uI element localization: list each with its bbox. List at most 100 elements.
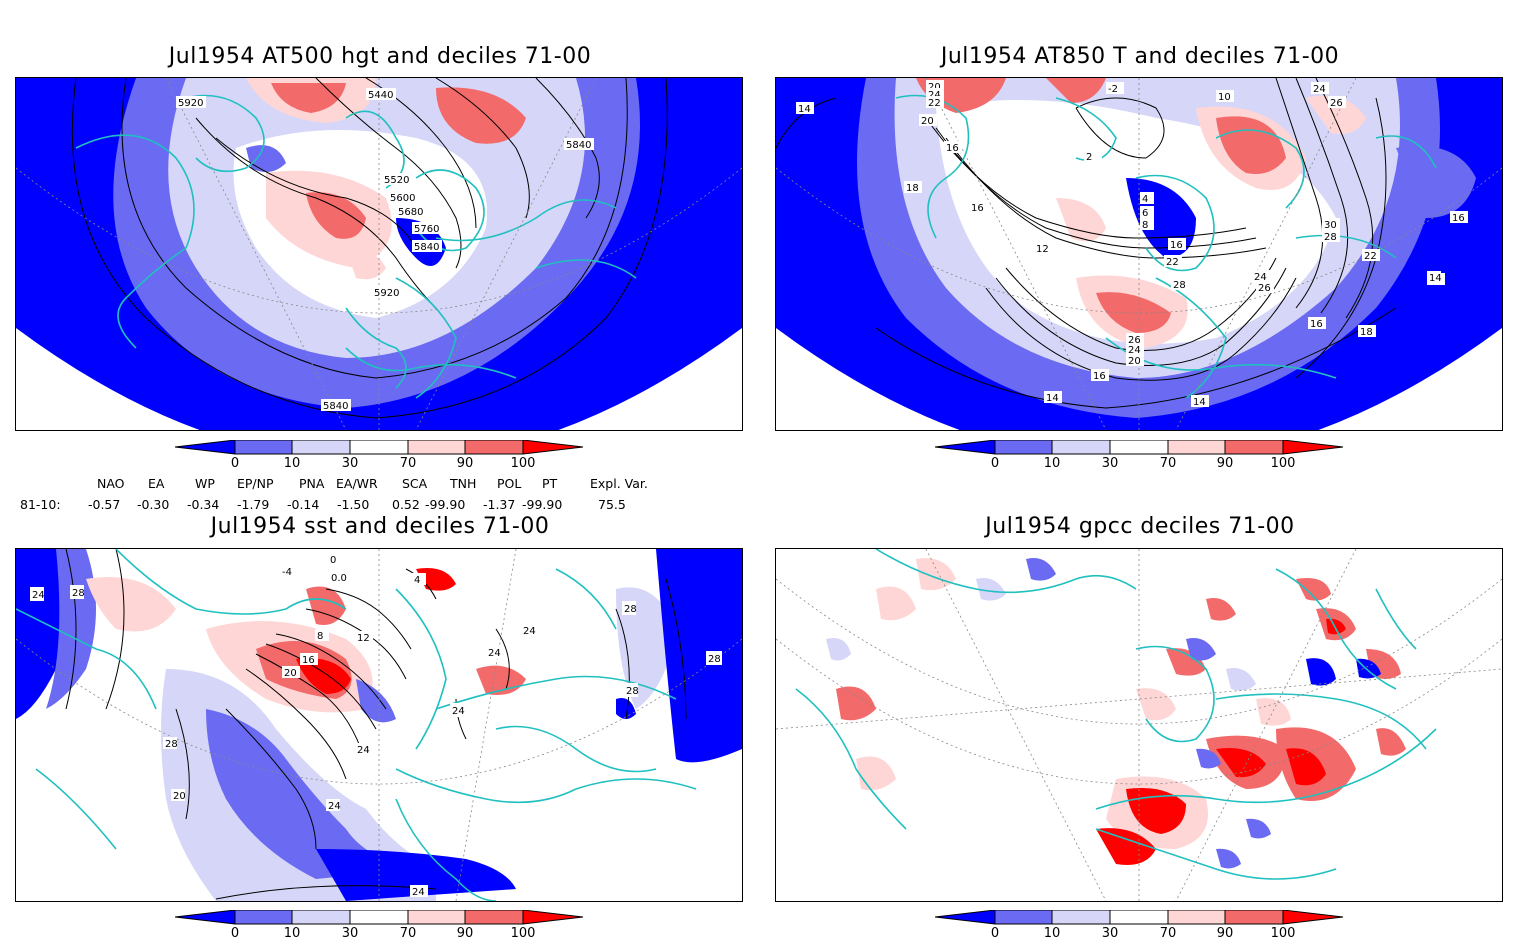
contour-label: 20 <box>284 668 297 679</box>
colorbar-svg <box>174 439 584 455</box>
contour-label: 26 <box>1330 98 1343 109</box>
colorbar-tick: 0 <box>990 926 1000 941</box>
map-t850-svg: 14 20 24 22 20 18 16 16 12 2 -2 10 24 26… <box>776 78 1502 430</box>
contour-label: 20 <box>921 116 934 127</box>
index-header: EP/NP <box>237 476 274 491</box>
index-header: EA <box>148 476 165 491</box>
contour-label: 26 <box>1258 283 1271 294</box>
contour-label: 18 <box>906 183 919 194</box>
contour-label: 2 <box>1086 152 1092 163</box>
colorbar-svg <box>934 439 1344 455</box>
map-hgt500-svg: 5920 5440 5840 5520 5600 5680 5760 5840 … <box>16 78 742 430</box>
index-value: -1.79 <box>237 497 270 512</box>
contour-label: 20 <box>1128 356 1141 367</box>
contour-label: 14 <box>1429 273 1442 284</box>
contour-label: 4 <box>414 575 420 586</box>
contour-label: 8 <box>1142 220 1148 231</box>
decile-fill-90-100 <box>306 192 366 239</box>
colorbar-tick: 30 <box>1101 926 1119 941</box>
contour-label: 16 <box>971 203 984 214</box>
colorbar-tick: 100 <box>1270 926 1296 941</box>
map-sst[interactable]: 24 28 0 -4 0.0 4 8 12 16 20 28 28 24 24 … <box>15 548 743 902</box>
map-t850[interactable]: 14 20 24 22 20 18 16 16 12 2 -2 10 24 26… <box>775 77 1503 431</box>
colorbar-tick: 30 <box>1101 456 1119 471</box>
contour-label: 12 <box>357 633 370 644</box>
index-value: -0.57 <box>88 497 121 512</box>
contour-label: 24 <box>1254 272 1267 283</box>
contour-label: 28 <box>1173 280 1186 291</box>
contour-label: 14 <box>798 104 811 115</box>
index-header: PNA <box>299 476 325 491</box>
colorbar-sst: 0 10 30 70 90 100 <box>174 909 595 944</box>
colorbar-tick: 70 <box>399 456 417 471</box>
contour-label: 24 <box>412 887 425 898</box>
index-value: 0.52 <box>392 497 420 512</box>
contour-label: 24 <box>1313 84 1326 95</box>
colorbar-tick: 100 <box>510 456 536 471</box>
colorbar-tick: 10 <box>283 926 301 941</box>
decile-fill-90-100-n <box>271 83 346 113</box>
panel-title-t850: Jul1954 AT850 T and deciles 71-00 <box>940 44 1340 69</box>
contour-label: 18 <box>1360 327 1373 338</box>
index-value: -1.50 <box>337 497 370 512</box>
contour-label: 16 <box>1452 213 1465 224</box>
colorbar-tick: 70 <box>1159 926 1177 941</box>
contour-label: -2 <box>1108 84 1118 95</box>
panel-title-gpcc: Jul1954 gpcc deciles 71-00 <box>985 514 1295 539</box>
colorbar-t850: 0 10 30 70 90 100 <box>934 439 1355 474</box>
contour-label: 28 <box>624 604 637 615</box>
decile-fill-90-100-ne <box>436 87 526 144</box>
contour-label: 14 <box>1193 397 1206 408</box>
index-header: Expl. Var. <box>590 476 648 491</box>
contour-label: 8 <box>317 631 323 642</box>
contour-label: 24 <box>1128 345 1141 356</box>
contour-label: 5920 <box>178 98 203 109</box>
index-header: NAO <box>97 476 125 491</box>
panel-title-hgt500: Jul1954 AT500 hgt and deciles 71-00 <box>168 44 592 69</box>
index-value: -1.37 <box>483 497 516 512</box>
contour-label: 24 <box>488 648 501 659</box>
index-value: -0.14 <box>287 497 320 512</box>
index-header: TNH <box>450 476 477 491</box>
contour-label: 24 <box>357 745 370 756</box>
contour-label: 28 <box>165 739 178 750</box>
contour-label: 16 <box>1170 240 1183 251</box>
index-header: WP <box>195 476 215 491</box>
index-header: PT <box>542 476 558 491</box>
colorbar-svg <box>934 909 1344 925</box>
contour-label: 5840 <box>414 242 439 253</box>
contour-label: 24 <box>32 590 45 601</box>
contour-label: 5920 <box>374 288 399 299</box>
index-value: 75.5 <box>598 497 626 512</box>
index-value: -0.34 <box>187 497 220 512</box>
contour-label: -4 <box>282 567 292 578</box>
index-value: -0.30 <box>137 497 170 512</box>
colorbar-tick: 90 <box>1216 926 1234 941</box>
contour-label: 20 <box>928 82 941 93</box>
index-header: POL <box>497 476 522 491</box>
map-gpcc[interactable] <box>775 548 1503 902</box>
contour-label: 28 <box>626 686 639 697</box>
contour-label: 24 <box>452 706 465 717</box>
colorbar-tick: 90 <box>456 456 474 471</box>
index-value: -99.90 <box>425 497 466 512</box>
contour-label: 24 <box>328 801 341 812</box>
colorbar-tick: 0 <box>230 456 240 471</box>
contour-label: 30 <box>1324 220 1337 231</box>
colorbar-tick: 30 <box>341 926 359 941</box>
colorbar-tick: 10 <box>283 456 301 471</box>
contour-label: 28 <box>72 588 85 599</box>
colorbar-gpcc: 0 10 30 70 90 100 <box>934 909 1355 944</box>
index-row-label: 81-10: <box>20 497 61 512</box>
colorbar-tick: 90 <box>456 926 474 941</box>
map-hgt500[interactable]: 5920 5440 5840 5520 5600 5680 5760 5840 … <box>15 77 743 431</box>
contour-label: 24 <box>523 626 536 637</box>
index-header: SCA <box>402 476 428 491</box>
contour-label: 24 <box>928 90 941 101</box>
colorbar-tick: 70 <box>1159 456 1177 471</box>
colorbar-tick: 70 <box>399 926 417 941</box>
contour-label: 26 <box>1128 335 1141 346</box>
contour-label: 14 <box>1046 393 1059 404</box>
contour-label: 4 <box>1142 194 1148 205</box>
index-value: -99.90 <box>522 497 563 512</box>
